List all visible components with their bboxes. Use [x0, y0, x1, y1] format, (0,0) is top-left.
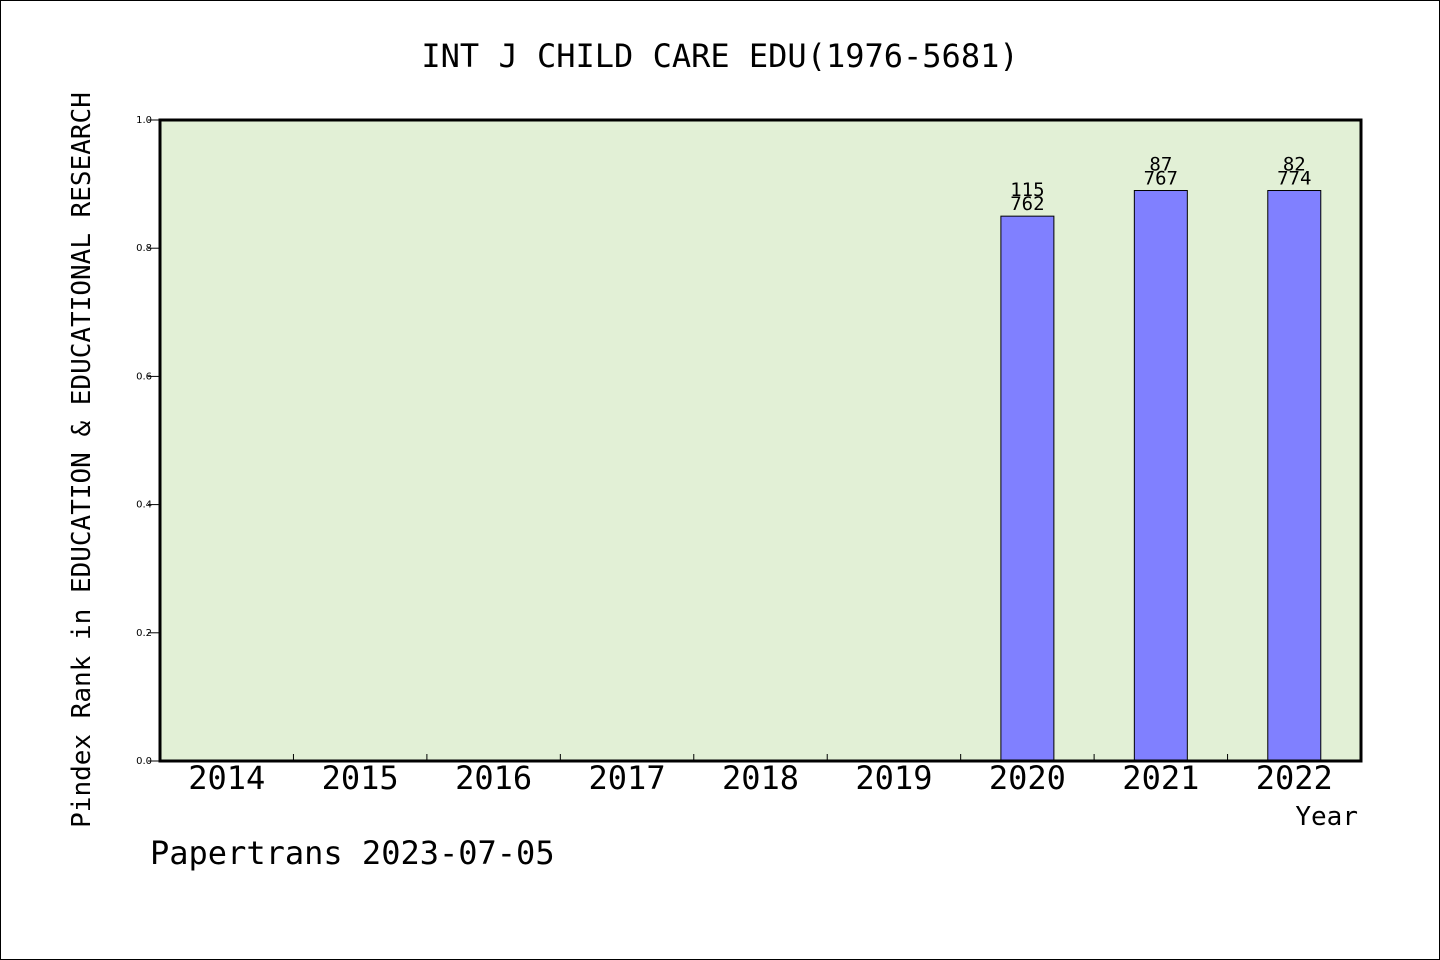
footer-credit: Papertrans 2023-07-05 — [150, 834, 555, 872]
x-tick-label: 2020 — [989, 759, 1066, 797]
x-tick-label: 2021 — [1122, 759, 1199, 797]
y-tick-label: 1.0 — [136, 115, 152, 126]
bar — [1133, 190, 1188, 762]
plot-frame — [158, 118, 1363, 763]
x-tick-label: 2017 — [589, 759, 666, 797]
x-axis-label: Year — [1295, 802, 1358, 832]
x-tick-label: 2015 — [322, 759, 399, 797]
x-axis-ticks: 2014 2015 2016 2017 2018 2019 2020 2021 2022 — [188, 754, 1333, 797]
bar-label-bottom: 767 — [1144, 168, 1178, 190]
bar-label-bottom: 762 — [1010, 193, 1044, 215]
y-axis-label: Pindex Rank in EDUCATION & EDUCATIONAL R… — [67, 92, 97, 828]
chart-title: INT J CHILD CARE EDU(1976-5681) — [421, 37, 1018, 75]
y-tick-label: 0.8 — [136, 243, 152, 254]
bar — [1267, 190, 1322, 762]
bar — [1000, 215, 1055, 762]
y-tick-label: 0.6 — [136, 371, 152, 382]
y-tick-label: 0.2 — [136, 628, 152, 639]
bar-label-top: 82 — [1283, 154, 1306, 176]
x-tick-label: 2014 — [188, 759, 265, 797]
y-tick-label: 0.0 — [136, 756, 152, 767]
x-tick-label: 2016 — [455, 759, 532, 797]
x-tick-label: 2019 — [855, 759, 932, 797]
y-axis-ticks: 0.0 0.2 0.4 0.6 0.8 1.0 — [136, 115, 160, 767]
y-tick-label: 0.4 — [136, 500, 152, 511]
bar-label-bottom: 774 — [1277, 168, 1311, 190]
bar-label-top: 115 — [1010, 179, 1044, 201]
x-tick-label: 2022 — [1256, 759, 1333, 797]
bar-series — [1000, 190, 1322, 762]
bar-label-top: 87 — [1149, 154, 1172, 176]
x-tick-label: 2018 — [722, 759, 799, 797]
